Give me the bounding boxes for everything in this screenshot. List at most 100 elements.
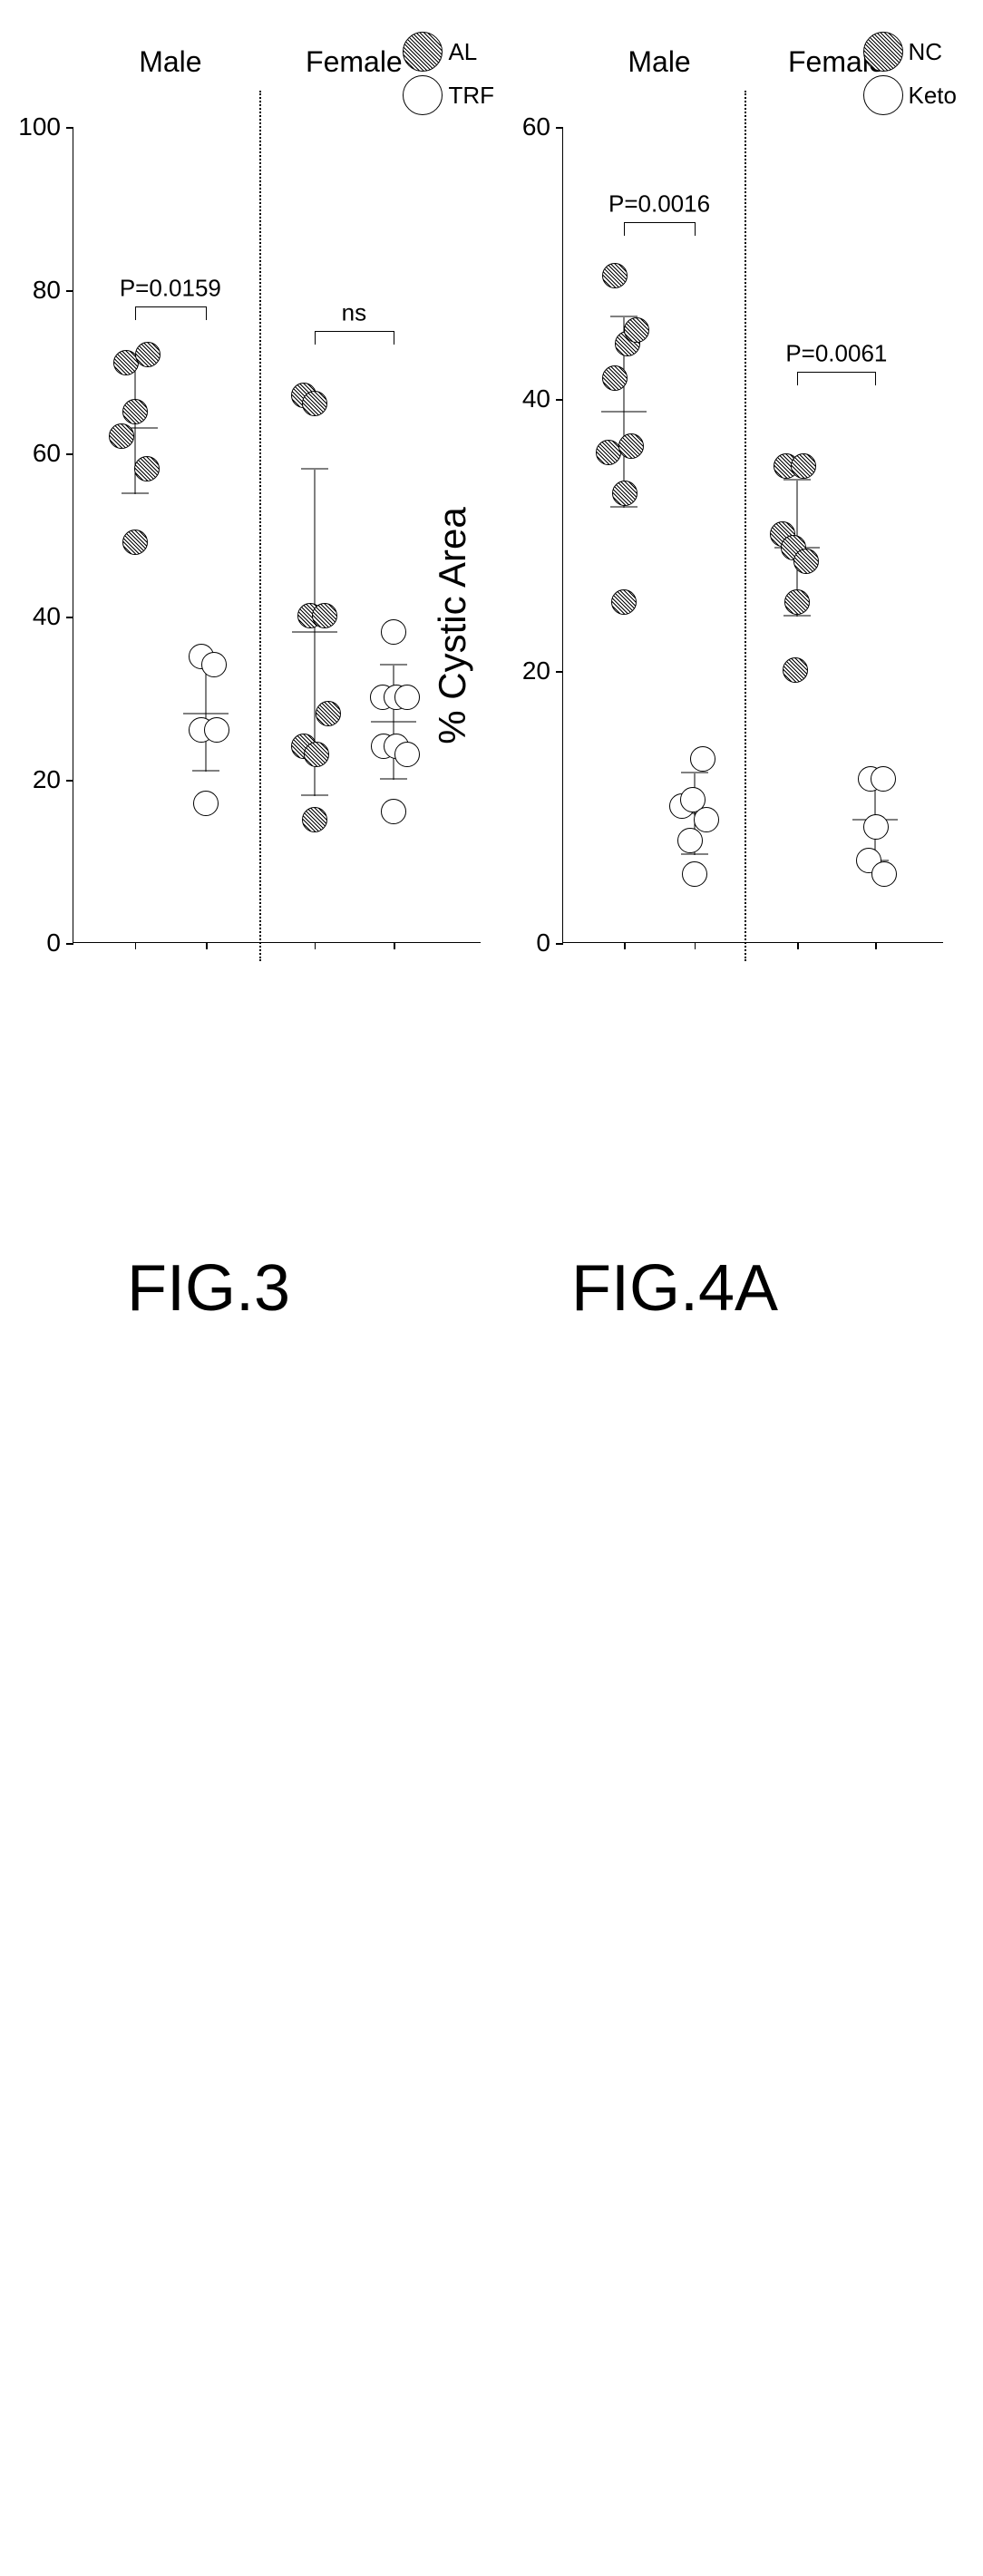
y-tick-label: 20 bbox=[522, 656, 550, 685]
y-tick-label: 0 bbox=[536, 928, 550, 957]
data-point bbox=[677, 828, 703, 853]
y-tick-label: 100 bbox=[18, 112, 61, 141]
figure-label: FIG.3 bbox=[127, 1251, 290, 1326]
legend-item: NC bbox=[863, 32, 958, 72]
pvalue-bracket bbox=[624, 222, 695, 223]
legend-item: TRF bbox=[403, 75, 494, 115]
data-point bbox=[201, 652, 227, 677]
y-tick bbox=[556, 127, 563, 129]
data-point bbox=[682, 861, 707, 887]
legend-item: Keto bbox=[863, 75, 958, 115]
y-tick bbox=[556, 671, 563, 673]
y-tick-label: 80 bbox=[33, 276, 61, 305]
data-point bbox=[204, 717, 229, 743]
data-point bbox=[791, 453, 816, 479]
pvalue-bracket bbox=[797, 372, 875, 373]
error-cap bbox=[192, 771, 219, 772]
x-tick bbox=[875, 942, 877, 949]
data-point bbox=[784, 589, 810, 615]
data-point bbox=[302, 807, 327, 832]
data-point bbox=[122, 530, 148, 555]
error-cap bbox=[610, 507, 637, 508]
x-tick bbox=[797, 942, 799, 949]
x-tick bbox=[394, 942, 395, 949]
data-point bbox=[602, 365, 628, 391]
legend-marker bbox=[863, 75, 903, 115]
pvalue-label: P=0.0159 bbox=[120, 275, 221, 303]
pvalue-bracket-tick bbox=[624, 222, 625, 236]
y-tick bbox=[66, 453, 73, 455]
y-tick-label: 60 bbox=[522, 112, 550, 141]
data-point bbox=[612, 481, 637, 506]
error-cap bbox=[380, 665, 407, 666]
error-cap bbox=[783, 616, 811, 617]
legend-item: AL bbox=[403, 32, 494, 72]
y-tick bbox=[66, 943, 73, 945]
data-point bbox=[783, 657, 808, 683]
data-point bbox=[312, 603, 337, 628]
data-point bbox=[596, 440, 621, 465]
data-point bbox=[134, 456, 160, 481]
x-category-label: Female bbox=[306, 45, 403, 79]
category-divider bbox=[745, 91, 746, 961]
data-point bbox=[863, 814, 889, 840]
legend: NC Keto bbox=[863, 32, 958, 119]
y-tick bbox=[66, 780, 73, 782]
pvalue-bracket-tick bbox=[797, 372, 798, 385]
y-tick-label: 0 bbox=[46, 928, 61, 957]
y-tick-label: 40 bbox=[522, 384, 550, 413]
y-tick-label: 60 bbox=[33, 439, 61, 468]
x-tick bbox=[695, 942, 696, 949]
legend-marker bbox=[863, 32, 903, 72]
error-cap bbox=[783, 480, 811, 481]
data-point bbox=[302, 391, 327, 416]
pvalue-bracket-tick bbox=[875, 372, 876, 385]
data-point bbox=[193, 791, 219, 816]
data-point bbox=[122, 399, 148, 424]
chart-fig4a: 0204060MaleFemaleP=0.0016P=0.0061NCKeto … bbox=[562, 127, 943, 1124]
x-tick bbox=[206, 942, 208, 949]
pvalue-bracket-tick bbox=[135, 306, 136, 320]
x-tick bbox=[135, 942, 137, 949]
pvalue-bracket-tick bbox=[695, 222, 696, 236]
data-point bbox=[381, 799, 406, 824]
pvalue-label: P=0.0061 bbox=[785, 340, 887, 368]
data-point bbox=[871, 861, 897, 887]
x-tick bbox=[315, 942, 316, 949]
plot-area-fig4a: 0204060MaleFemaleP=0.0016P=0.0061NCKeto bbox=[562, 127, 943, 943]
figure-label: FIG.4A bbox=[571, 1251, 778, 1326]
pvalue-label: P=0.0016 bbox=[608, 190, 710, 219]
data-point bbox=[624, 317, 649, 343]
pvalue-bracket-tick bbox=[206, 306, 207, 320]
x-tick bbox=[624, 942, 626, 949]
y-tick-label: 20 bbox=[33, 765, 61, 794]
error-cap bbox=[122, 493, 149, 494]
legend-label: TRF bbox=[448, 82, 494, 110]
data-point bbox=[135, 342, 161, 367]
x-category-label: Male bbox=[628, 45, 690, 79]
data-point bbox=[316, 701, 341, 726]
y-tick bbox=[556, 943, 563, 945]
plot-area-fig3: 020406080100MaleFemaleP=0.0159nsALTRF bbox=[73, 127, 481, 943]
pvalue-bracket bbox=[135, 306, 207, 307]
data-point bbox=[394, 742, 420, 767]
x-category-label: Male bbox=[139, 45, 201, 79]
chart-fig3: 020406080100MaleFemaleP=0.0159nsALTRF % … bbox=[73, 127, 481, 1124]
error-cap bbox=[681, 853, 708, 854]
y-tick bbox=[66, 617, 73, 618]
data-point bbox=[690, 746, 715, 772]
legend-label: Keto bbox=[909, 82, 958, 110]
error-cap bbox=[380, 779, 407, 780]
data-point bbox=[602, 263, 628, 288]
data-point bbox=[109, 423, 134, 449]
data-point bbox=[381, 619, 406, 645]
legend-marker bbox=[403, 32, 443, 72]
data-point bbox=[394, 685, 420, 710]
pvalue-bracket-tick bbox=[315, 331, 316, 345]
legend-label: NC bbox=[909, 38, 943, 66]
legend: AL TRF bbox=[403, 32, 494, 119]
data-point bbox=[611, 589, 637, 615]
data-point bbox=[793, 549, 819, 574]
pvalue-label: ns bbox=[342, 299, 366, 327]
y-tick bbox=[556, 399, 563, 401]
